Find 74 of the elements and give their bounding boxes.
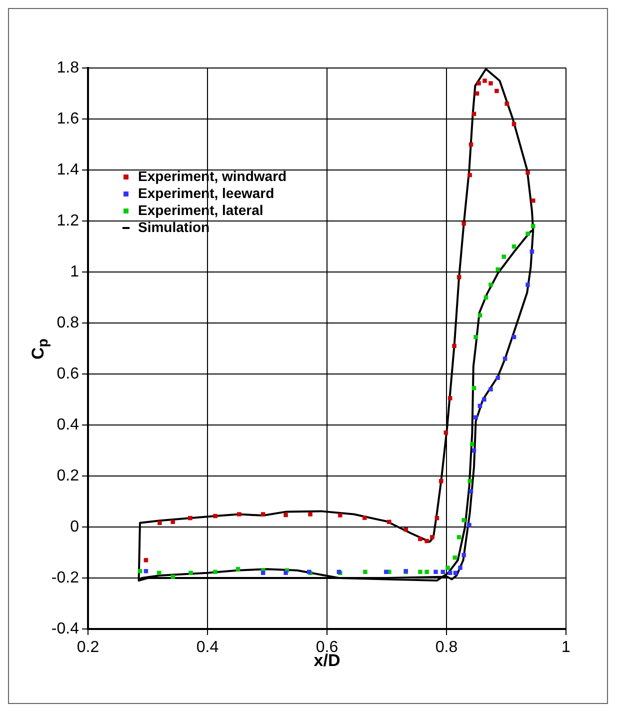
point bbox=[467, 522, 472, 528]
point bbox=[482, 397, 486, 402]
point bbox=[452, 555, 457, 560]
point bbox=[504, 102, 509, 106]
point bbox=[452, 344, 456, 348]
y-tick-label: 1 bbox=[70, 263, 80, 280]
point bbox=[488, 81, 493, 86]
point bbox=[456, 535, 462, 540]
y-tick-label: 0.4 bbox=[56, 416, 80, 434]
point bbox=[494, 88, 499, 94]
point bbox=[478, 313, 482, 318]
y-tick-label: 1.2 bbox=[56, 212, 80, 230]
point bbox=[362, 516, 367, 520]
point bbox=[502, 356, 508, 361]
point bbox=[213, 570, 218, 574]
x-tick-label: 0.8 bbox=[435, 639, 458, 656]
point bbox=[468, 478, 472, 484]
y-tick-label: 0.8 bbox=[56, 314, 80, 332]
point bbox=[404, 527, 408, 532]
point bbox=[430, 535, 434, 540]
point bbox=[462, 552, 466, 558]
point bbox=[482, 78, 487, 83]
point bbox=[448, 396, 452, 400]
y-tick-label: -0.4 bbox=[51, 620, 80, 638]
point bbox=[363, 570, 368, 574]
point bbox=[526, 232, 530, 236]
point bbox=[284, 512, 288, 518]
y-tick-label: 1.6 bbox=[56, 110, 80, 128]
point bbox=[531, 224, 536, 228]
point bbox=[158, 520, 162, 526]
point bbox=[237, 512, 242, 516]
point bbox=[458, 566, 462, 570]
point bbox=[470, 442, 474, 446]
point bbox=[531, 198, 536, 203]
point bbox=[188, 516, 192, 520]
point bbox=[434, 570, 438, 574]
point bbox=[468, 489, 474, 494]
point bbox=[488, 387, 493, 392]
point bbox=[476, 81, 481, 86]
point bbox=[462, 518, 466, 522]
point bbox=[418, 570, 422, 574]
y-tick-label: 0.2 bbox=[56, 467, 80, 484]
point bbox=[446, 566, 450, 570]
point bbox=[260, 512, 266, 516]
point bbox=[384, 570, 388, 574]
point bbox=[188, 570, 193, 576]
x-tick-label: 1 bbox=[562, 639, 571, 656]
point bbox=[170, 574, 175, 579]
y-tick-label: 0.6 bbox=[56, 365, 80, 382]
point bbox=[338, 513, 342, 518]
point bbox=[496, 376, 500, 380]
point bbox=[170, 520, 175, 524]
point bbox=[284, 570, 288, 576]
point bbox=[213, 514, 218, 518]
point bbox=[474, 415, 478, 420]
point bbox=[474, 334, 478, 340]
x-tick-label: 0.4 bbox=[196, 639, 219, 656]
point bbox=[387, 520, 392, 524]
point bbox=[488, 282, 493, 287]
point bbox=[424, 538, 429, 544]
point bbox=[502, 254, 506, 259]
y-tick-label: -0.2 bbox=[51, 569, 80, 586]
point bbox=[526, 170, 530, 175]
y-tick-label: 1.4 bbox=[56, 161, 80, 178]
point bbox=[462, 221, 466, 226]
point bbox=[418, 536, 422, 542]
point bbox=[144, 558, 148, 562]
point bbox=[444, 430, 448, 435]
point bbox=[526, 282, 530, 287]
point bbox=[424, 570, 429, 574]
y-tick-label: 0 bbox=[70, 518, 80, 536]
point bbox=[468, 172, 472, 178]
point bbox=[308, 512, 312, 516]
y-tick-label: 1.8 bbox=[56, 59, 80, 76]
